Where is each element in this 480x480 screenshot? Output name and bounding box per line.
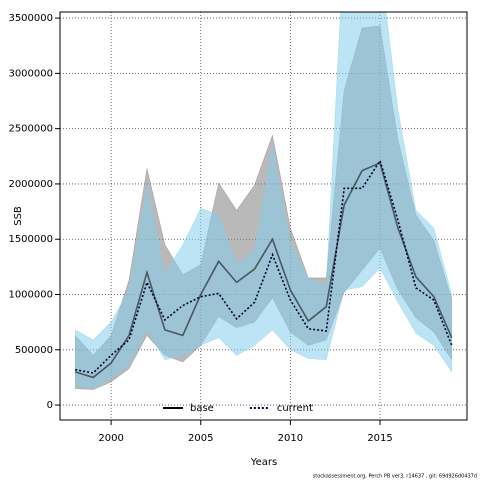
y-tick-label: 2000000: [8, 179, 53, 190]
legend-label: current: [277, 403, 313, 414]
x-tick-label: 2015: [367, 433, 392, 444]
plot-area: [60, 12, 467, 420]
y-tick-label: 1500000: [8, 234, 53, 245]
y-tick-label: 3000000: [8, 68, 53, 79]
x-axis-label: Years: [250, 457, 277, 468]
confidence-band: [74, 12, 453, 389]
y-tick-label: 0: [47, 400, 53, 411]
y-tick-label: 1000000: [8, 290, 53, 301]
x-tick-label: 2005: [188, 433, 213, 444]
y-tick-label: 3500000: [8, 13, 53, 24]
y-axis-label: SSB: [13, 206, 24, 226]
plot-frame: [59, 11, 468, 421]
x-tick-label: 2010: [278, 433, 303, 444]
x-tick-label: 2000: [98, 433, 123, 444]
legend-label: base: [190, 403, 214, 414]
y-tick-label: 2500000: [8, 124, 53, 135]
line: [75, 158, 453, 374]
y-tick-label: 500000: [15, 345, 53, 356]
line: [75, 161, 453, 379]
footer: stockassessment.org, Perch PB ver3, r146…: [313, 474, 477, 480]
